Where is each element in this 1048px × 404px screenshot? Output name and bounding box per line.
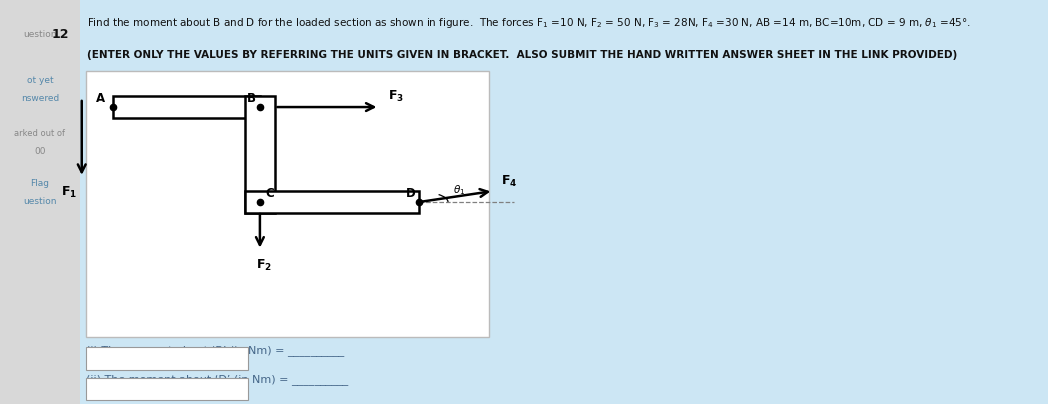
Bar (86, 378, 248, 400)
Bar (245, 96, 275, 213)
Text: D: D (407, 187, 416, 200)
Bar (0, 0, 80, 404)
Text: (ENTER ONLY THE VALUES BY REFERRING THE UNITS GIVEN IN BRACKET.  ALSO SUBMIT THE: (ENTER ONLY THE VALUES BY REFERRING THE … (87, 50, 957, 61)
Text: 00: 00 (35, 147, 45, 156)
Text: $\mathbf{F_1}$: $\mathbf{F_1}$ (61, 185, 78, 200)
Text: nswered: nswered (21, 95, 59, 103)
Text: $\mathbf{F_4}$: $\mathbf{F_4}$ (501, 174, 517, 189)
Bar (113, 96, 260, 118)
Text: 12: 12 (52, 28, 69, 41)
Text: ot yet: ot yet (26, 76, 53, 85)
Bar (86, 71, 489, 337)
Text: Flag: Flag (30, 179, 49, 188)
Text: $\theta_1$: $\theta_1$ (454, 183, 465, 197)
Text: uestion: uestion (23, 30, 57, 39)
Text: $\mathbf{F_2}$: $\mathbf{F_2}$ (256, 258, 272, 273)
Text: A: A (95, 92, 105, 105)
Text: $\mathbf{F_3}$: $\mathbf{F_3}$ (388, 89, 403, 104)
Text: uestion: uestion (23, 198, 57, 206)
Text: arked out of: arked out of (15, 129, 65, 138)
Bar (245, 191, 419, 213)
Text: C: C (265, 187, 274, 200)
Text: (i) The moment about ‘B’ (in Nm) = __________: (i) The moment about ‘B’ (in Nm) = _____… (86, 345, 344, 356)
Text: B: B (246, 92, 256, 105)
Text: Find the moment about B and D for the loaded section as shown in figure.  The fo: Find the moment about B and D for the lo… (87, 16, 970, 30)
Bar (86, 347, 248, 370)
Text: (ii) The moment about ‘D’ (in Nm) = __________: (ii) The moment about ‘D’ (in Nm) = ____… (86, 374, 348, 385)
